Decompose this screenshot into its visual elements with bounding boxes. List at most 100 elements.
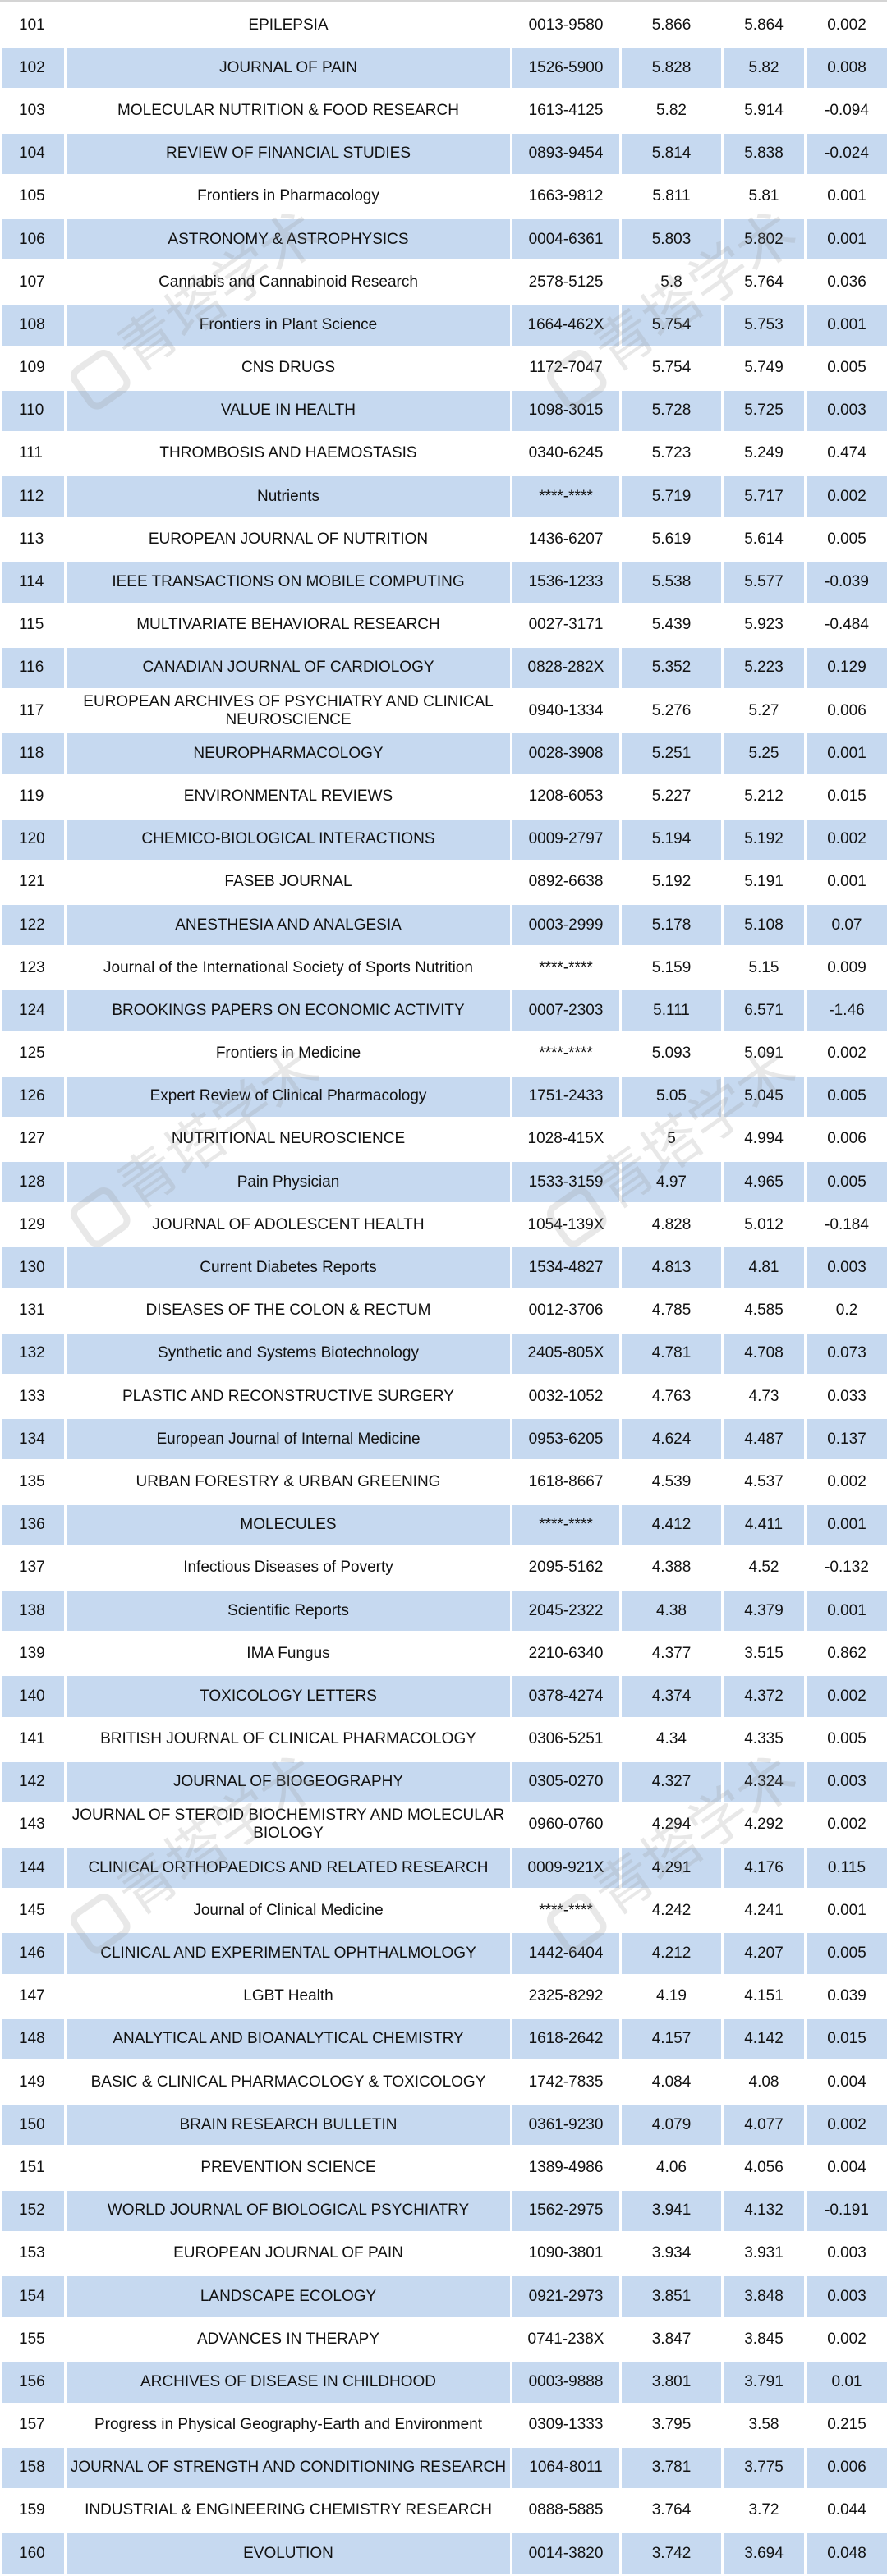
journal-cell: JOURNAL OF ADOLESCENT HEALTH [66,1204,512,1247]
if-current-cell: 4.34 [621,1718,723,1761]
if-change-cell: 0.005 [806,518,887,561]
if-change-cell: -0.484 [806,604,887,646]
issn-cell: 1172-7047 [512,347,621,389]
issn-cell: 1536-1233 [512,561,621,604]
if-current-cell: 4.06 [621,2147,723,2189]
rank-cell: 113 [2,518,66,561]
if-change-cell: 0.129 [806,646,887,689]
if-change-cell: 0.002 [806,2104,887,2147]
if-current-cell: 5.251 [621,732,723,775]
if-change-cell: 0.006 [806,2446,887,2489]
journal-cell: CANADIAN JOURNAL OF CARDIOLOGY [66,646,512,689]
issn-cell: 2405-805X [512,1332,621,1375]
if-change-cell: 0.005 [806,1718,887,1761]
issn-cell: 0309-1333 [512,2404,621,2446]
rank-cell: 125 [2,1032,66,1075]
if-change-cell: 0.002 [806,1675,887,1718]
if-change-cell: 0.2 [806,1289,887,1332]
if-change-cell: 0.006 [806,1118,887,1160]
journal-cell: WORLD JOURNAL OF BIOLOGICAL PSYCHIATRY [66,2189,512,2232]
journal-cell: Journal of the International Society of … [66,947,512,990]
rank-cell: 143 [2,1803,66,1846]
journal-cell: Nutrients [66,475,512,518]
journal-cell: BASIC & CLINICAL PHARMACOLOGY & TOXICOLO… [66,2061,512,2104]
if-current-cell: 4.291 [621,1847,723,1890]
rank-cell: 117 [2,690,66,732]
journal-cell: EPILEPSIA [66,4,512,47]
if-change-cell: 0.005 [806,347,887,389]
journal-cell: DISEASES OF THE COLON & RECTUM [66,1289,512,1332]
if-current-cell: 5.194 [621,818,723,861]
rank-cell: 119 [2,775,66,818]
issn-cell: 0893-9454 [512,132,621,175]
if-change-cell: 0.002 [806,818,887,861]
rank-cell: 129 [2,1204,66,1247]
if-current-cell: 4.38 [621,1589,723,1632]
issn-cell: 1028-415X [512,1118,621,1160]
journal-cell: Scientific Reports [66,1589,512,1632]
if-current-cell: 5.439 [621,604,723,646]
if-current-cell: 5.538 [621,561,723,604]
journal-cell: CNS DRUGS [66,347,512,389]
issn-cell: 1664-462X [512,304,621,347]
if-change-cell: 0.002 [806,2318,887,2361]
if-current-cell: 4.084 [621,2061,723,2104]
issn-cell: 1618-8667 [512,1461,621,1504]
if-current-cell: 5 [621,1118,723,1160]
rank-cell: 159 [2,2489,66,2532]
if-previous-cell: 5.717 [723,475,806,518]
rank-cell: 104 [2,132,66,175]
if-change-cell: 0.862 [806,1632,887,1675]
if-previous-cell: 5.82 [723,47,806,90]
rank-cell: 126 [2,1075,66,1118]
if-current-cell: 5.723 [621,432,723,475]
if-previous-cell: 4.73 [723,1375,806,1418]
if-change-cell: 0.036 [806,261,887,304]
if-current-cell: 5.111 [621,990,723,1032]
if-change-cell: -0.191 [806,2189,887,2232]
if-previous-cell: 5.764 [723,261,806,304]
rank-cell: 128 [2,1161,66,1204]
rank-cell: 146 [2,1932,66,1975]
rank-cell: 139 [2,1632,66,1675]
if-current-cell: 4.828 [621,1204,723,1247]
issn-cell: 1389-4986 [512,2147,621,2189]
journal-cell: Current Diabetes Reports [66,1247,512,1289]
journal-cell: CHEMICO-BIOLOGICAL INTERACTIONS [66,818,512,861]
if-previous-cell: 5.753 [723,304,806,347]
if-change-cell: 0.033 [806,1375,887,1418]
rank-cell: 127 [2,1118,66,1160]
issn-cell: 0009-2797 [512,818,621,861]
journal-cell: NUTRITIONAL NEUROSCIENCE [66,1118,512,1160]
rank-cell: 142 [2,1761,66,1803]
if-change-cell: 0.137 [806,1418,887,1461]
if-change-cell: 0.001 [806,218,887,260]
rank-cell: 135 [2,1461,66,1504]
rank-cell: 103 [2,90,66,132]
journal-cell: Frontiers in Pharmacology [66,175,512,218]
rank-cell: 149 [2,2061,66,2104]
journal-cell: EUROPEAN JOURNAL OF PAIN [66,2232,512,2275]
if-previous-cell: 4.335 [723,1718,806,1761]
if-previous-cell: 5.914 [723,90,806,132]
if-previous-cell: 5.614 [723,518,806,561]
if-change-cell: 0.002 [806,1461,887,1504]
rank-cell: 110 [2,389,66,432]
if-current-cell: 5.093 [621,1032,723,1075]
rank-cell: 112 [2,475,66,518]
if-current-cell: 4.294 [621,1803,723,1846]
